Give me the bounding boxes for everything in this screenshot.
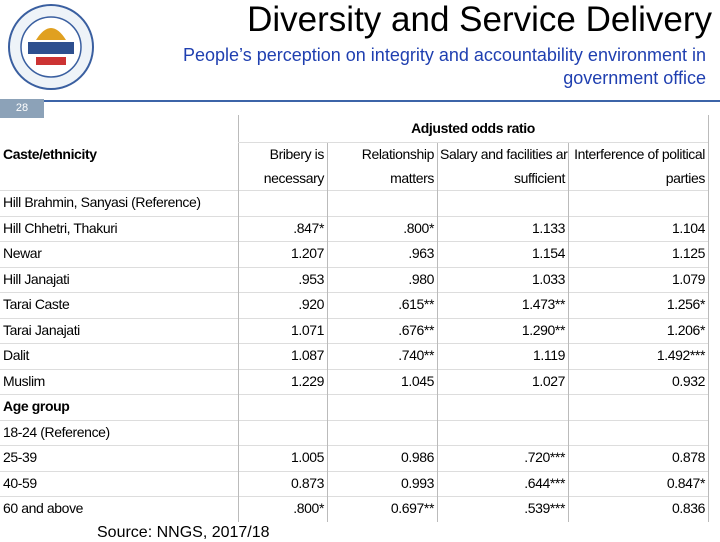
column-line [708, 115, 709, 522]
table-cell: .847* [293, 219, 324, 236]
table-cell: 1.119 [533, 347, 565, 363]
table-cell: 0.847* [666, 474, 705, 491]
row-label: 18-24 (Reference) [3, 423, 110, 440]
table-cell: 0.986 [400, 449, 434, 465]
row-line [0, 190, 708, 191]
column-line [327, 142, 328, 522]
row-line [0, 317, 708, 319]
header-line [238, 142, 708, 143]
table-cell: 0.878 [671, 449, 705, 465]
table-cell: 1.087 [290, 347, 324, 363]
table-cell: .800* [403, 219, 434, 236]
table-cell: 1.473** [521, 296, 566, 312]
table-cell: 1.125 [671, 245, 705, 261]
column-header: Bribery is [269, 146, 325, 162]
column-line [568, 142, 569, 522]
column-header: necessary [263, 170, 325, 186]
table-cell: 1.154 [531, 245, 565, 261]
table-cell: 1.071 [290, 321, 324, 338]
table-cell: .539*** [524, 500, 565, 516]
row-header: Caste/ethnicity [3, 146, 97, 162]
row-label: 25-39 [3, 449, 37, 465]
table-cell: 1.492*** [656, 347, 706, 363]
table-cell: 1.133 [531, 219, 565, 236]
row-label: 60 and above [3, 500, 84, 516]
table-cell: .980 [408, 270, 434, 287]
table-cell: 1.045 [400, 372, 434, 389]
column-line [437, 142, 438, 522]
row-line [0, 266, 708, 268]
row-line [0, 368, 708, 370]
column-header: parties [665, 170, 706, 186]
odds-table: Adjusted odds ratio Caste/ethnicity Briber… [0, 115, 709, 522]
table-cell: 1.033 [531, 270, 565, 287]
subtitle: People’s perception on integrity and acc… [183, 45, 706, 88]
row-line [0, 419, 708, 421]
table-cell: 1.104 [671, 219, 705, 236]
table-cell: 1.027 [531, 372, 565, 389]
table-cell: .963 [408, 245, 434, 261]
title: Diversity and Service Delivery [247, 0, 712, 39]
table-cell: 1.079 [671, 270, 705, 287]
row-label: Hill Chhetri, Thakuri [3, 219, 118, 236]
table-cell: 0.993 [400, 474, 434, 491]
row-label: Dalit [3, 347, 30, 363]
column-header: Relationship [361, 146, 435, 162]
row-line [0, 496, 708, 497]
column-header: matters [390, 170, 434, 186]
row-label: Muslim [3, 372, 45, 389]
table-cell: 1.229 [290, 372, 324, 389]
table-cell: .676** [398, 321, 434, 338]
column-header: Interference of political [574, 146, 705, 162]
table-cell: .644*** [524, 474, 565, 491]
row-label: Hill Janajati [3, 270, 70, 287]
row-line [0, 292, 708, 293]
table-cell: .800* [293, 500, 324, 516]
table-cell: 1.207 [290, 245, 324, 261]
table-cell: 1.005 [290, 449, 324, 465]
row-label: 40-59 [3, 474, 37, 491]
row-line [0, 215, 708, 217]
logo [8, 4, 94, 90]
table-cell: 1.256* [666, 296, 705, 312]
table-cell: .740** [398, 347, 434, 363]
row-label: Newar [3, 245, 42, 261]
row-line [0, 470, 708, 472]
table-cell: 1.206* [666, 321, 705, 338]
row-label: Age group [3, 398, 70, 414]
row-label: Tarai Caste [3, 296, 70, 312]
row-line [0, 241, 708, 242]
table-cell: .720*** [524, 449, 565, 465]
row-line [0, 343, 708, 344]
table-cell: 0.873 [290, 474, 324, 491]
header-rule [44, 100, 720, 102]
row-label: Tarai Janajati [3, 321, 80, 338]
column-line [238, 115, 239, 522]
slide-number: 28 [0, 99, 44, 118]
table-cell: 0.932 [671, 372, 705, 389]
source: Source: NNGS, 2017/18 [97, 524, 270, 541]
table-cell: 1.290** [521, 321, 566, 338]
row-line [0, 394, 708, 395]
table-cell: 0.836 [671, 500, 705, 516]
table-cell: .953 [298, 270, 324, 287]
table-cell: .615** [398, 296, 434, 312]
table-cell: .920 [298, 296, 324, 312]
row-line [0, 445, 708, 446]
column-header: Salary and facilities are [440, 146, 568, 162]
row-label: Hill Brahmin, Sanyasi (Reference) [3, 194, 201, 210]
table-cell: 0.697** [390, 500, 435, 516]
group-header: Adjusted odds ratio [411, 120, 535, 136]
column-header: sufficient [514, 170, 565, 186]
